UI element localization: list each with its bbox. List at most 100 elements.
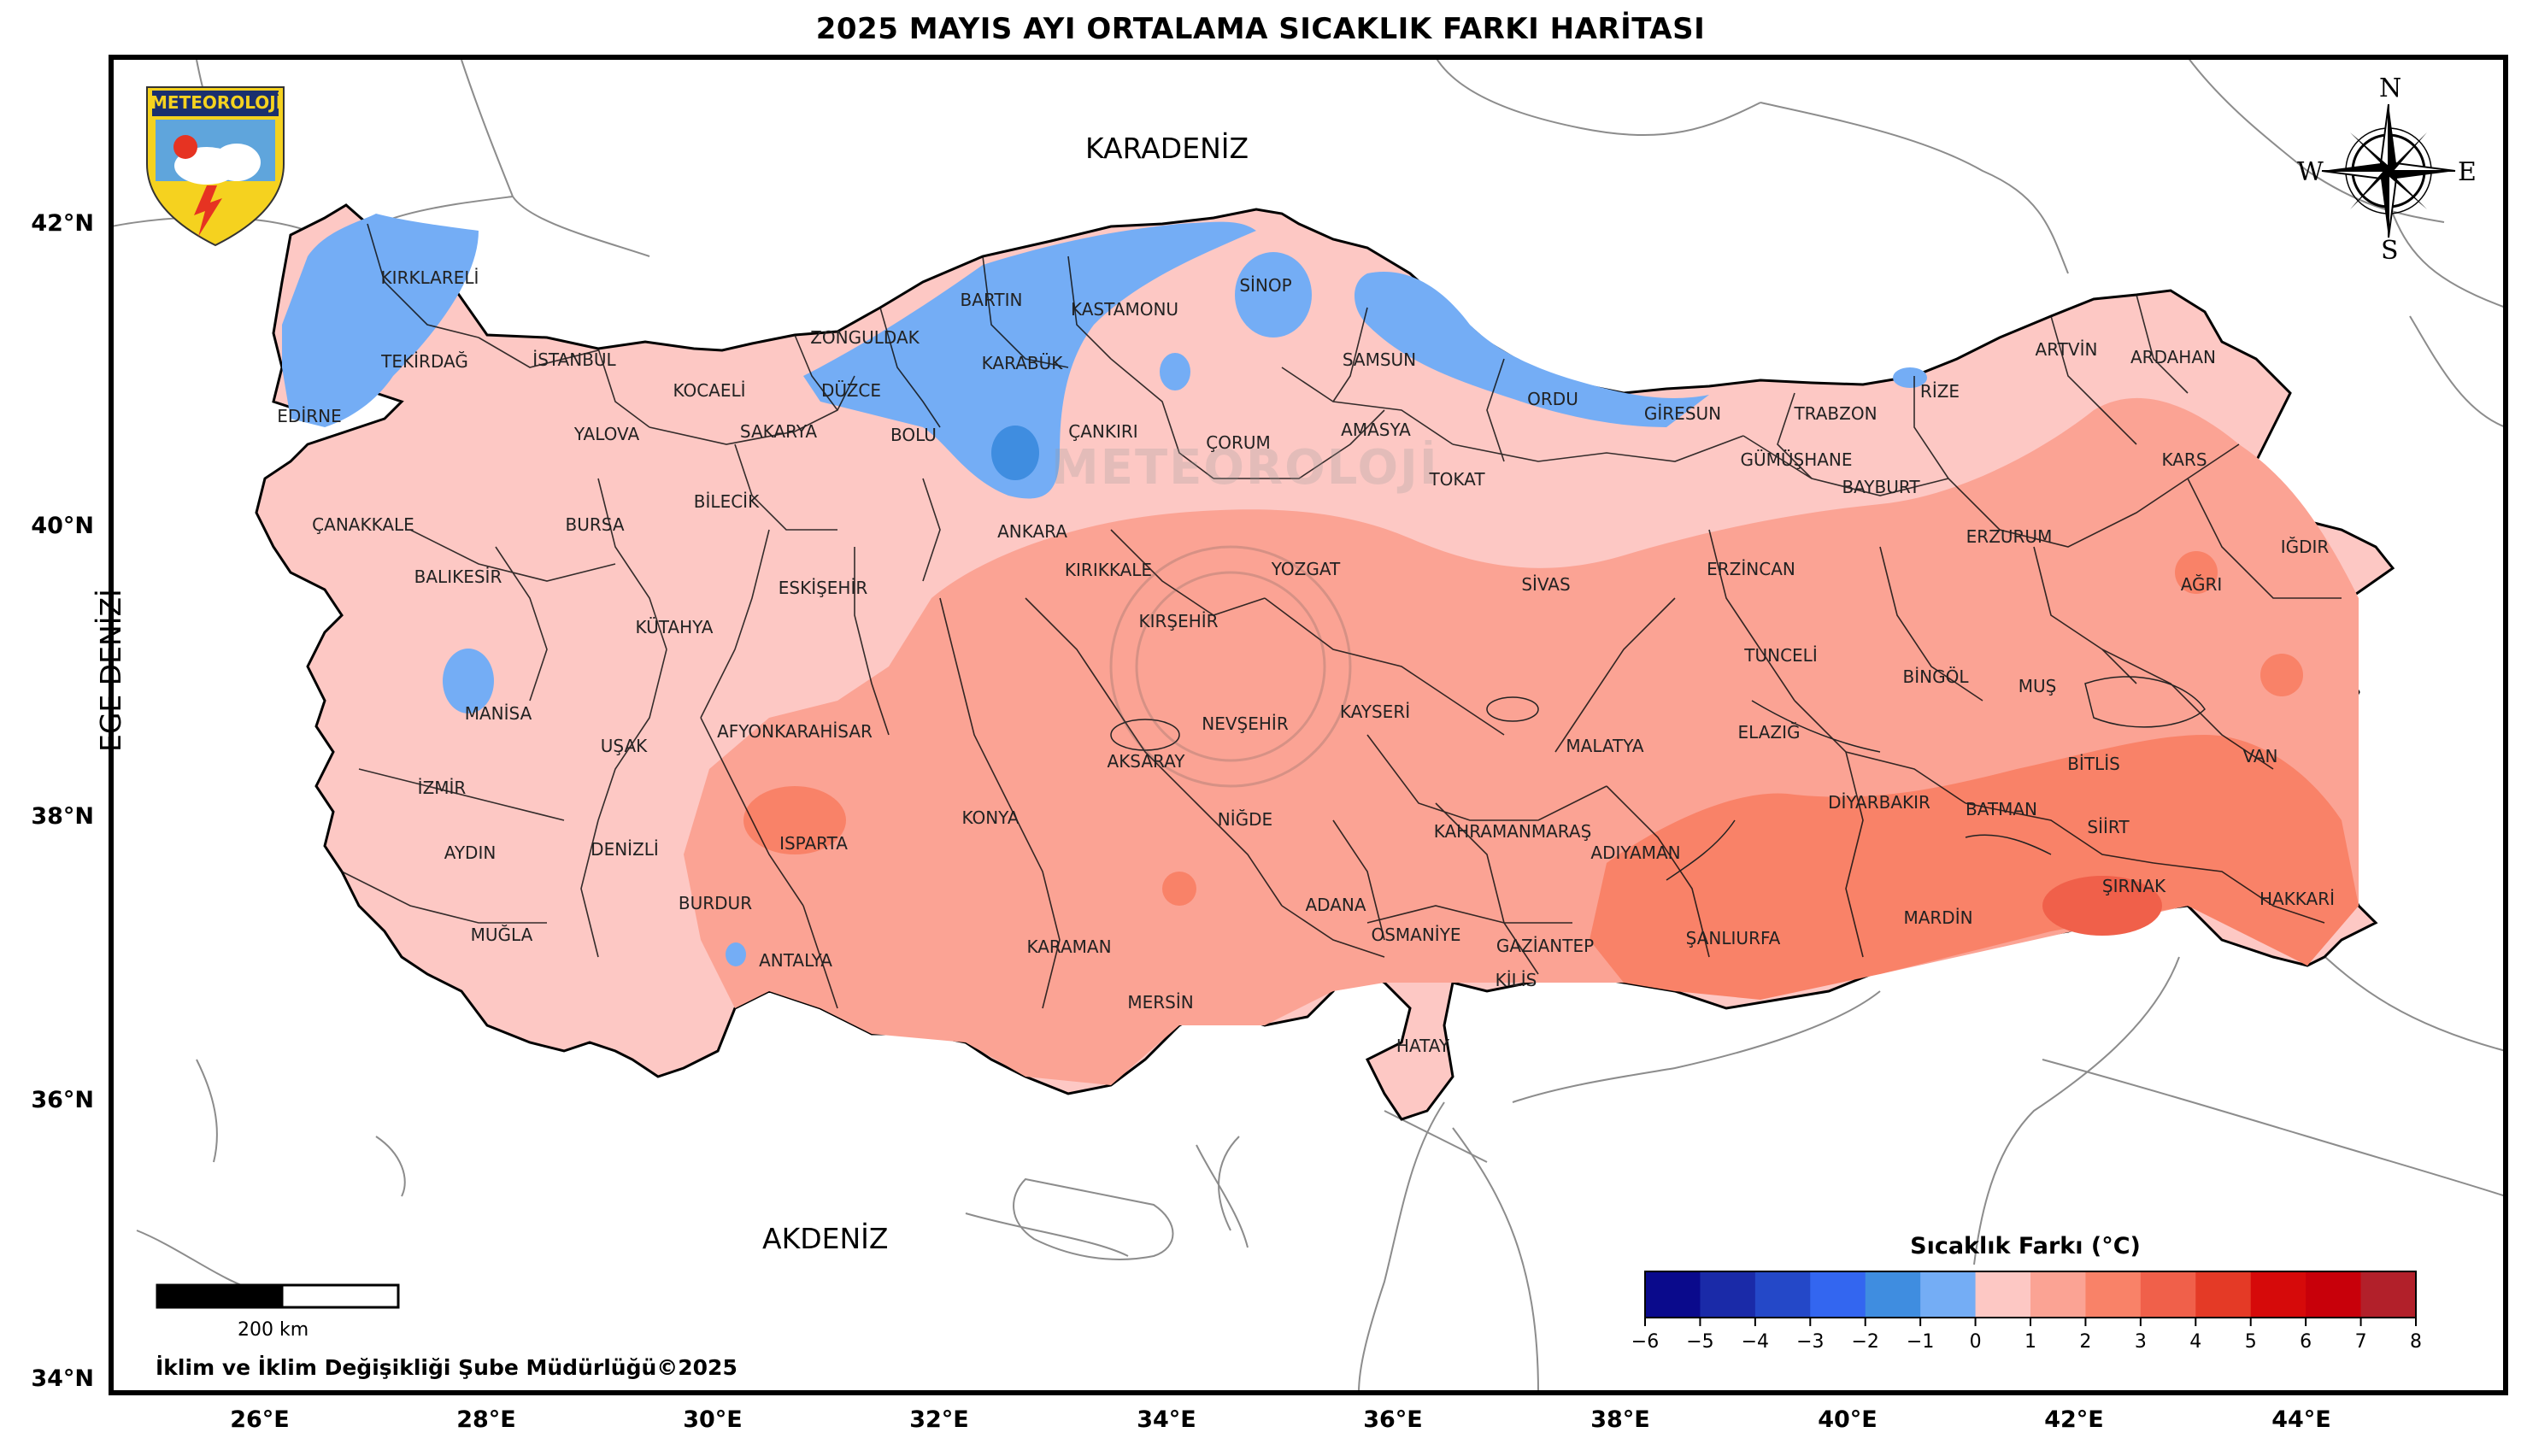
compass-rose <box>2321 103 2456 238</box>
province-label: KÜTAHYA <box>635 617 714 637</box>
province-label: KIRŞEHİR <box>1138 611 1219 631</box>
lon-label: 40°E <box>1818 1406 1878 1433</box>
legend-swatch <box>1920 1271 1977 1318</box>
logo-text: METEOROLOJİ <box>150 92 283 113</box>
province-label: BAYBURT <box>1842 477 1920 497</box>
legend-tick-label: −5 <box>1686 1331 1714 1353</box>
legend-swatch <box>2085 1271 2142 1318</box>
province-label: TUNCELİ <box>1744 645 1818 666</box>
province-label: BALIKESİR <box>414 567 502 587</box>
province-label: TOKAT <box>1429 469 1485 490</box>
province-label: DENİZLİ <box>591 839 659 860</box>
province-label: AĞRI <box>2180 574 2223 595</box>
province-label: NEVŞEHİR <box>1202 713 1289 734</box>
legend-tick-label: −4 <box>1741 1331 1770 1353</box>
legend-tick-label: −1 <box>1906 1331 1935 1353</box>
province-label: BURSA <box>565 514 625 535</box>
province-label: AMASYA <box>1341 420 1411 440</box>
legend-swatch <box>1645 1271 1701 1318</box>
province-label: KARAMAN <box>1026 936 1112 957</box>
legend-swatch <box>2195 1271 2252 1318</box>
legend-tick-label: 0 <box>1969 1331 1982 1353</box>
province-label: ANKARA <box>997 521 1067 542</box>
lat-label: 38°N <box>31 803 94 830</box>
legend-tick-label: 7 <box>2354 1331 2367 1353</box>
province-label: UŞAK <box>600 736 648 756</box>
province-label: İZMİR <box>417 778 467 798</box>
legend-swatch <box>2360 1271 2417 1318</box>
province-label: GAZİANTEP <box>1496 936 1595 956</box>
lat-label: 42°N <box>31 210 94 237</box>
province-label: MUĞLA <box>470 925 533 945</box>
watermark-text: METEOROLOJİ <box>1051 440 1439 496</box>
legend-tick-label: 8 <box>2410 1331 2422 1353</box>
legend-swatch <box>1975 1271 2031 1318</box>
province-label: HATAY <box>1396 1036 1450 1056</box>
legend-swatch <box>1700 1271 1756 1318</box>
compass-west-label: W <box>2297 157 2324 187</box>
province-label: KAYSERİ <box>1339 702 1411 722</box>
province-label: KIRIKKALE <box>1064 560 1153 580</box>
map-title: 2025 MAYIS AYI ORTALAMA SICAKLIK FARKI H… <box>815 12 1706 46</box>
province-label: ADIYAMAN <box>1590 842 1681 863</box>
lon-label: 42°E <box>2044 1406 2104 1433</box>
lon-label: 34°E <box>1137 1406 1196 1433</box>
province-label: NİĞDE <box>1217 809 1273 830</box>
province-label: SİİRT <box>2087 817 2130 837</box>
province-label: TEKİRDAĞ <box>381 351 468 372</box>
legend-colorbar <box>1644 1271 2417 1326</box>
province-label: ELAZIĞ <box>1737 722 1801 743</box>
province-label: ERZİNCAN <box>1707 559 1795 579</box>
province-label: YALOVA <box>573 424 640 444</box>
watermark <box>1109 545 1352 788</box>
lon-label: 28°E <box>456 1406 516 1433</box>
province-label: SİVAS <box>1521 574 1571 595</box>
province-label: BİTLİS <box>2067 754 2120 774</box>
province-label: VAN <box>2242 746 2278 766</box>
lon-label: 38°E <box>1590 1406 1650 1433</box>
province-label: KAHRAMANMARAŞ <box>1433 821 1592 842</box>
lon-label: 32°E <box>909 1406 969 1433</box>
aegean-sea-label: EGE DENİZİ <box>94 589 127 752</box>
province-label: AYDIN <box>444 842 497 863</box>
compass-east-label: E <box>2458 157 2477 187</box>
province-label: ARDAHAN <box>2130 347 2216 367</box>
legend-tick-label: 5 <box>2244 1331 2257 1353</box>
anomaly-zones <box>282 214 2359 1085</box>
province-label: TRABZON <box>1794 403 1878 424</box>
province-borders <box>341 223 2342 1009</box>
province-label: MUŞ <box>2018 676 2057 696</box>
province-label: MARDİN <box>1903 907 1973 928</box>
legend-swatch <box>1810 1271 1866 1318</box>
province-label: MANİSA <box>464 703 532 724</box>
province-label: KARS <box>2161 449 2207 470</box>
province-label: SAKARYA <box>739 421 818 442</box>
lon-label: 26°E <box>230 1406 290 1433</box>
province-label: BOLU <box>890 425 937 445</box>
legend-swatch <box>1754 1271 1811 1318</box>
legend-title: Sıcaklık Farkı (°C) <box>1910 1233 2141 1259</box>
province-label: IĞDIR <box>2280 537 2330 557</box>
province-label: HAKKARİ <box>2259 889 2336 909</box>
legend-tick-label: −6 <box>1631 1331 1660 1353</box>
province-label: SİNOP <box>1239 275 1292 296</box>
scale-bar-label: 200 km <box>238 1319 309 1341</box>
legend-swatch <box>2030 1271 2086 1318</box>
legend-swatch <box>2306 1271 2362 1318</box>
lon-label: 44°E <box>2271 1406 2331 1433</box>
black-sea-label: KARADENİZ <box>1085 132 1249 165</box>
province-label: SAMSUN <box>1342 349 1417 370</box>
lat-label: 34°N <box>31 1365 94 1392</box>
compass-north-label: N <box>2379 73 2402 103</box>
province-label: YOZGAT <box>1271 559 1341 579</box>
compass-south-label: S <box>2381 236 2399 266</box>
province-label: MERSİN <box>1127 992 1194 1013</box>
credit-text: İklim ve İklim Değişikliği Şube Müdürlüğ… <box>156 1355 737 1380</box>
legend-swatch <box>2250 1271 2307 1318</box>
province-label: AFYONKARAHİSAR <box>717 721 873 742</box>
legend-tick-label: 6 <box>2300 1331 2312 1353</box>
lon-label: 36°E <box>1363 1406 1423 1433</box>
province-label: KİLİS <box>1495 970 1537 990</box>
province-label: ZONGULDAK <box>810 327 920 348</box>
province-label: ÇORUM <box>1206 432 1271 453</box>
